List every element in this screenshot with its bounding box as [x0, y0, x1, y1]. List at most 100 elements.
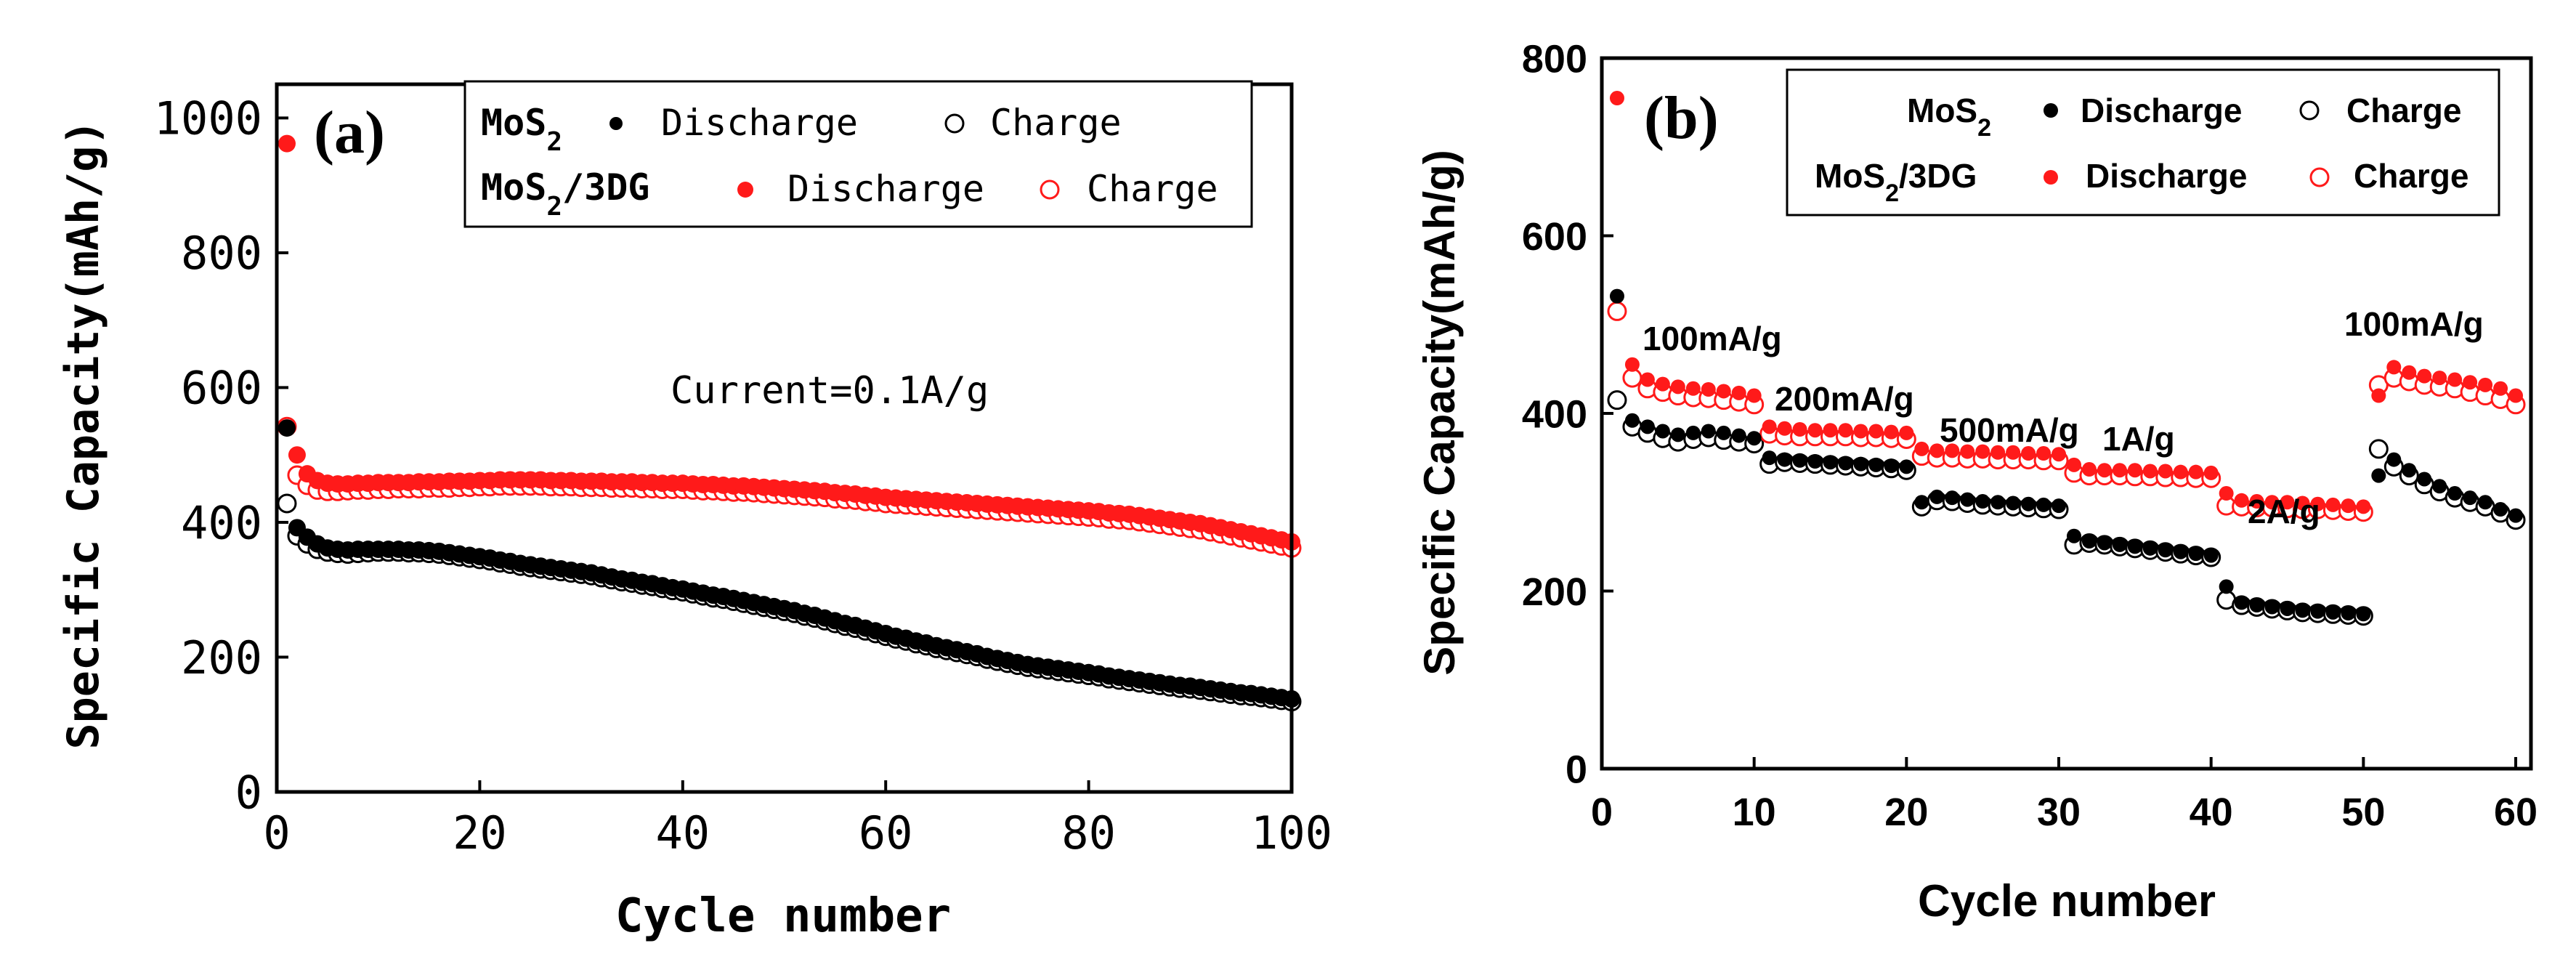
panel-a-x-tick-label: 100	[1251, 806, 1332, 859]
panel-b-mos2-discharge-point	[1884, 458, 1899, 474]
panel-a-x-tick-label: 0	[263, 806, 290, 859]
panel-b-annotation-100ma-return: 100mA/g	[2344, 305, 2484, 343]
panel-b-mos2-discharge-point	[2356, 607, 2371, 622]
panel-b-mos2-3dg-discharge-point	[2386, 360, 2402, 375]
panel-b-mos2-3dg-discharge-point	[1868, 424, 1884, 439]
panel-a-y-tick-label: 600	[181, 362, 262, 415]
panel-b-mos2-3dg-discharge-point	[1807, 423, 1823, 438]
panel-b-mos2-discharge-point	[2188, 546, 2203, 562]
legend-a-mos2-3dg-charge-marker	[1040, 179, 1060, 200]
panel-a-x-tick-label: 20	[453, 806, 507, 859]
panel-b-mos2-discharge-point	[1670, 427, 1685, 442]
panel-b-mos2-discharge-point	[1716, 425, 1731, 440]
legend-b-mos2-charge-label: Charge	[2346, 92, 2461, 129]
panel-b-mos2-3dg-discharge-point	[1655, 376, 1670, 392]
legend-a-mos2-3dg-discharge-label: Discharge	[787, 168, 984, 210]
panel-b-mos2-discharge-point	[1640, 419, 1655, 434]
panel-b-mos2-3dg-discharge-point	[2325, 497, 2341, 512]
panel-b-mos2-discharge-point	[1899, 459, 1914, 474]
panel-b-mos2-3dg-discharge-point	[2341, 498, 2356, 514]
panel-b-label: (b)	[1644, 84, 1719, 152]
panel-b-mos2-3dg-discharge-point	[2463, 375, 2478, 390]
panel-b-mos2-3dg-discharge-point	[2021, 446, 2036, 461]
legend-a-material-mos2: MoS2	[481, 102, 562, 157]
panel-b-mos2-3dg-discharge-point	[1640, 372, 1655, 387]
panel-b-mos2-discharge-point	[1777, 452, 1792, 467]
panel-a-data-points	[277, 134, 1302, 712]
panel-a-y-tick-label: 0	[235, 766, 262, 819]
panel-a-y-tick-label: 800	[181, 227, 262, 280]
legend-b-mos2-3dg-charge-label: Charge	[2354, 157, 2468, 195]
legend-b-material-mos2-3dg: MoS2/3DG	[1815, 157, 1977, 207]
legend-a-mos2-charge-label: Charge	[990, 102, 1122, 144]
panel-a-legend-box	[463, 80, 1253, 228]
panel-b-mos2-discharge-point	[2052, 498, 2067, 514]
panel-b-mos2-3dg-discharge-point	[1792, 422, 1807, 437]
panel-b-mos2-discharge-point	[1792, 453, 1807, 468]
panel-b-mos2-discharge-point	[2402, 463, 2417, 478]
panel-b-mos2-3dg-discharge-point	[1899, 425, 1914, 440]
panel-b-mos2-3dg-discharge-point	[2310, 496, 2325, 511]
panel-b-ylabel: Specific Capacity(mAh/g)	[1415, 150, 1464, 676]
panel-a-y-tick-label: 200	[181, 631, 262, 684]
panel-b-mos2-discharge-point	[2264, 599, 2280, 615]
panel-a-legend: MoS2 Discharge Charge MoS2/3DG Discharge…	[463, 80, 1253, 228]
panel-b-mos2-discharge-point	[1990, 495, 2006, 510]
panel-b-y-tick-label: 200	[1522, 570, 1587, 614]
panel-b-mos2-discharge-point	[2112, 537, 2127, 552]
panel-b-x-tick-label: 0	[1591, 790, 1613, 834]
panel-b-mos2-3dg-discharge-point	[2402, 365, 2417, 380]
panel-a-x-tick-label: 60	[859, 806, 913, 859]
panel-b-mos2-discharge-point	[2508, 508, 2524, 523]
panel-b-mos2-discharge-point	[1853, 456, 1868, 472]
panel-b-mos2-3dg-discharge-point	[2036, 446, 2052, 461]
panel-b-mos2-discharge-point	[1655, 424, 1670, 439]
legend-b-material-mos2: MoS2	[1907, 92, 1991, 142]
panel-b-mos2-3dg-discharge-point	[1716, 384, 1731, 399]
panel-b-mos2-3dg-discharge-point	[2006, 445, 2021, 460]
panel-b-mos2-discharge-point	[2417, 472, 2432, 487]
panel-b-mos2-3dg-discharge-point	[1929, 443, 1945, 458]
panel-b-mos2-discharge-point	[2081, 534, 2097, 549]
panel-b-mos2-3dg-discharge-point	[2234, 493, 2249, 508]
panel-b-mos2-discharge-point	[2006, 495, 2021, 511]
legend-b-mos2-3dg-discharge-marker	[2044, 170, 2058, 185]
panel-b-mos2-3dg-discharge-point	[2493, 381, 2508, 396]
panel-b-mos2-3dg-discharge-point	[2127, 463, 2142, 478]
panel-b-mos2-3dg-discharge-point	[2417, 368, 2432, 384]
panel-b-mos2-discharge-point	[1929, 489, 1945, 504]
panel-b-mos2-3dg-discharge-point	[1624, 357, 1640, 372]
panel-b-annotation-100ma: 100mA/g	[1643, 320, 1782, 357]
panel-b-mos2-3dg-discharge-point	[2249, 494, 2264, 509]
legend-b-mos2-3dg-charge-marker	[2309, 167, 2330, 187]
panel-b-mos2-discharge-point	[2478, 495, 2493, 510]
panel-b-mos2-discharge-point	[2021, 496, 2036, 511]
legend-a-mos2-charge-marker	[944, 113, 965, 134]
panel-b-mos2-discharge-point	[1609, 288, 1624, 304]
panel-b-mos2-3dg-charge-point	[1607, 301, 1627, 321]
panel-b-y-tick-label: 400	[1522, 392, 1587, 436]
panel-b-mos2-discharge-point	[1701, 424, 1716, 439]
panel-a-x-tick-label: 80	[1061, 806, 1116, 859]
panel-b-mos2-discharge-point	[2310, 604, 2325, 619]
panel-a-label: (a)	[314, 99, 385, 166]
panel-b-mos2-3dg-discharge-point	[1838, 423, 1853, 438]
panel-b-mos2-3dg-discharge-point	[1990, 445, 2006, 460]
panel-b-y-tick-label: 0	[1566, 748, 1587, 791]
panel-b-mos2-discharge-point	[2203, 548, 2219, 563]
panel-b-mos2-discharge-point	[2066, 528, 2081, 543]
panel-b-x-tick-label: 20	[1884, 790, 1928, 834]
panel-b-mos2-discharge-point	[2173, 544, 2188, 559]
panel-b-mos2-discharge-point	[2325, 604, 2341, 620]
legend-b-mos2-3dg-discharge-label: Discharge	[2086, 157, 2247, 195]
panel-b-mos2-3dg-discharge-point	[1670, 379, 1685, 395]
panel-b-data-points	[1607, 91, 2526, 626]
panel-b-x-tick-label: 50	[2341, 790, 2385, 834]
panel-b-mos2-discharge-point	[1975, 494, 1990, 509]
panel-b-x-tick-label: 60	[2494, 790, 2537, 834]
panel-b-mos2-3dg-discharge-point	[2066, 457, 2081, 472]
panel-b-mos2-discharge-point	[2386, 452, 2402, 467]
